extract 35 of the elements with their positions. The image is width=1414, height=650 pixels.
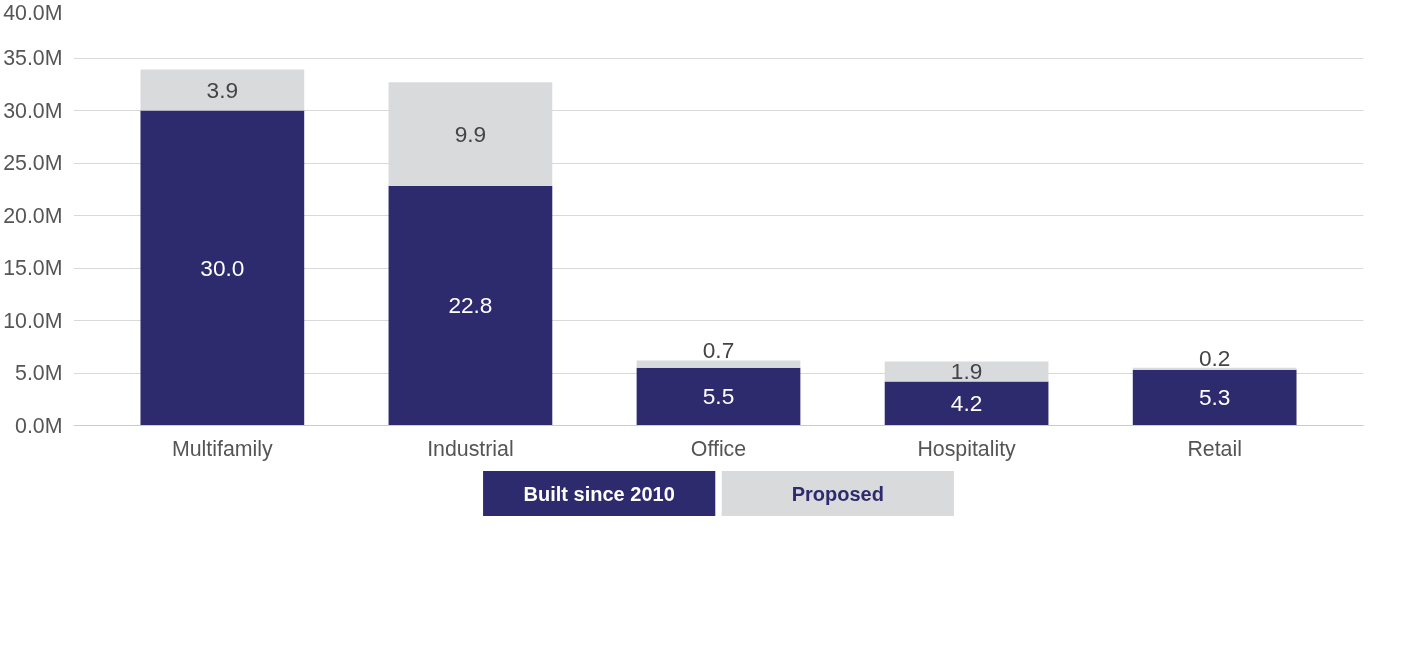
data-label: 9.9 [454,120,487,147]
bar [636,367,801,426]
y-tick-label: 15.0M [3,256,63,280]
data-label: 1.9 [950,357,983,384]
bar [1132,369,1297,426]
x-tick-label: Industrial [427,436,514,461]
x-tick-label: Multifamily [171,436,274,461]
bar [140,110,305,426]
y-tick-label: 35.0M [3,46,63,70]
y-tick-label: 20.0M [3,203,63,228]
text: Proposed [791,482,884,505]
data-label: 5.5 [702,383,735,410]
x-tick-label: Retail [1187,436,1242,461]
data-label: 3.9 [206,76,239,103]
bar [884,381,1049,426]
y-tick-label: 40.0M [3,0,63,25]
y-tick-label: 30.0M [3,98,63,123]
data-label: 30.0 [200,254,245,281]
bar [388,186,553,426]
bar [636,360,801,368]
data-label: 5.3 [1198,384,1231,411]
y-tick-label: 10.0M [3,308,63,333]
y-tick-label: 25.0M [3,151,63,175]
data-label: 0.2 [1198,344,1231,371]
bar [140,69,305,111]
y-tick-label: 0.0M [15,413,63,438]
data-label: 0.7 [702,337,735,364]
bar [1132,367,1297,370]
bar [388,82,553,187]
data-label: 4.2 [950,389,983,416]
x-tick-label: Office [690,436,747,461]
text: Built since 2010 [523,482,675,505]
data-label: 22.8 [448,292,493,319]
x-tick-label: Hospitality [917,436,1017,461]
y-tick-label: 5.0M [15,361,63,385]
